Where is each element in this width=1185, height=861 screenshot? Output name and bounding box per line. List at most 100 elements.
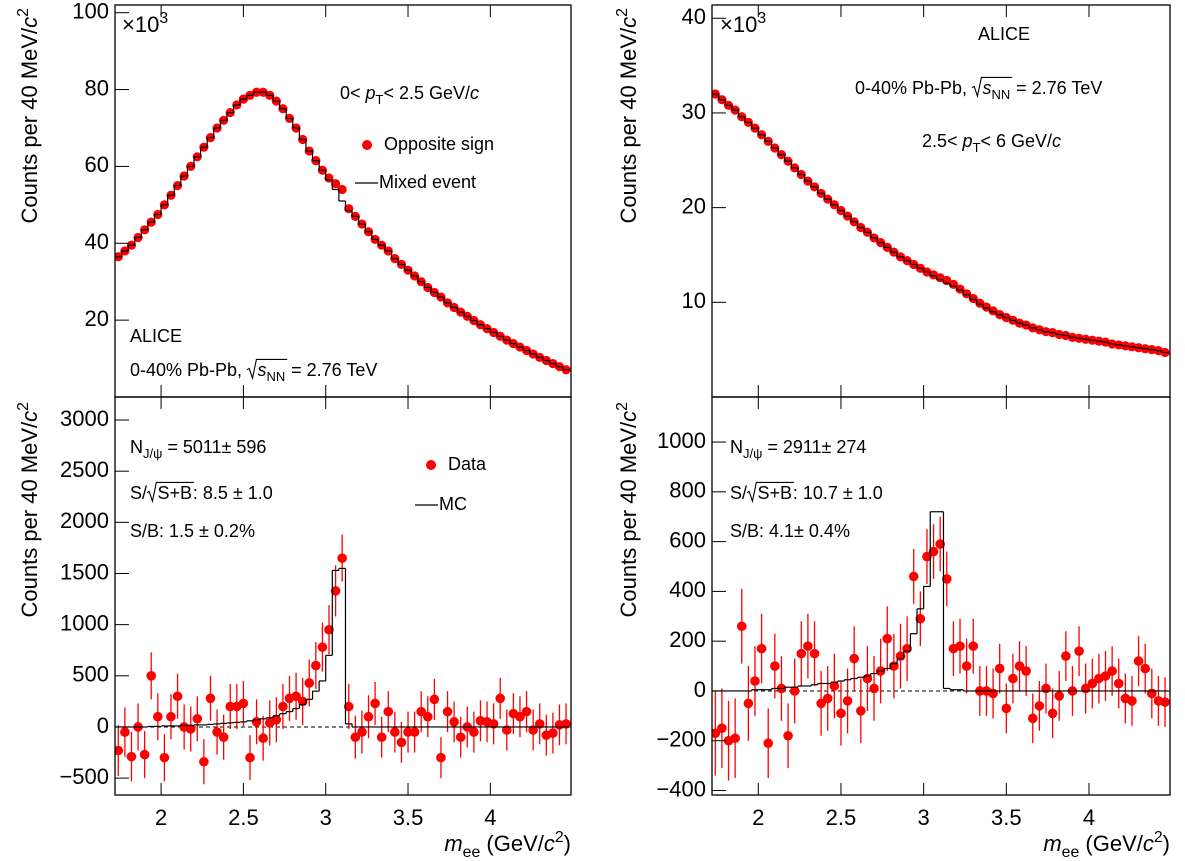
axis-multiplier: 3 [159, 10, 168, 27]
annotation: NN [267, 369, 286, 384]
data-point [139, 749, 150, 760]
x-tick-label: 3.5 [393, 805, 424, 830]
y-axis-title: c [616, 411, 641, 422]
axis-multiplier-group: ×10 3 [122, 10, 168, 37]
x-tick-label: 2 [752, 805, 764, 830]
y-axis-title: Counts per 40 MeV/ [616, 421, 641, 618]
plot-area [115, 534, 571, 785]
y-tick-label: 400 [669, 577, 706, 602]
data-point [501, 725, 512, 735]
data-point [849, 653, 859, 664]
x-axis-title: c [1143, 831, 1154, 856]
annotation: 0-40% Pb-Pb, [855, 78, 972, 98]
data-point [915, 613, 926, 624]
data-point [856, 706, 866, 716]
data-point [1140, 663, 1150, 674]
y-axis-title: Counts per 40 MeV/ [17, 421, 42, 618]
data-point [961, 661, 972, 671]
data-point [449, 717, 459, 727]
sqrt-sign [971, 76, 1013, 99]
annotation-group: S/S+B: 10.7 ± 1.0 [730, 481, 883, 504]
data-point [350, 732, 361, 742]
data-point [126, 751, 137, 762]
data-point [153, 711, 163, 722]
data-point [205, 693, 216, 704]
data-point [789, 686, 800, 696]
annotation: = 2.76 TeV [1011, 78, 1102, 98]
annotation: s [258, 360, 267, 380]
data-point [561, 719, 571, 729]
step-riser [147, 568, 353, 727]
data-point [515, 711, 525, 722]
data-point [218, 732, 229, 742]
data-point [455, 732, 466, 742]
data-point [383, 706, 394, 717]
plot-area [712, 89, 1170, 358]
annotation: N [730, 437, 743, 457]
x-axis-title: (GeV/ [480, 831, 544, 856]
data-point [363, 711, 374, 722]
data-point [928, 546, 939, 557]
data-point [1113, 678, 1124, 689]
annotation-group: S/B: 4.1± 0.4% [730, 521, 850, 541]
annotation: S/B: 4.1± 0.4% [730, 521, 850, 541]
sqrt-sign [146, 481, 194, 504]
annotation: c [470, 83, 479, 103]
data-point [442, 706, 453, 717]
data-point [1047, 708, 1058, 719]
y-axis-title: Counts per 40 MeV/ [616, 27, 641, 224]
data-point [337, 184, 347, 195]
x-axis-title: (GeV/ [1079, 831, 1143, 856]
legend-marker [426, 460, 436, 470]
annotation: : 10.7 ± 1.0 [793, 483, 883, 503]
annotation-group: S/S+B: 8.5 ± 1.0 [130, 481, 273, 504]
y-axis-title: c [616, 17, 641, 28]
data-point [770, 661, 780, 671]
sqrt-sign [746, 481, 794, 504]
data-point [376, 732, 387, 742]
data-point [199, 756, 209, 767]
y-tick-label: 200 [669, 627, 706, 652]
annotation-group: N J/ψ = 5011± 596 [130, 437, 266, 461]
y-tick-label: −200 [656, 727, 706, 752]
data-point [343, 701, 354, 712]
data-point [495, 693, 506, 704]
axis-multiplier: ×10 [720, 12, 757, 37]
data-point [1001, 703, 1012, 714]
legend-label: Data [448, 454, 487, 474]
plot-frame [711, 396, 1171, 796]
data-point [968, 293, 978, 304]
annotation: s [983, 78, 992, 98]
data-point [534, 719, 545, 729]
y-axis-title-group: Counts per 40 MeV/c2 [15, 402, 42, 617]
data-point [436, 752, 446, 763]
axis-multiplier: 3 [757, 10, 766, 27]
data-point [922, 551, 932, 562]
x-tick-label: 3 [918, 805, 930, 830]
data-point [908, 571, 919, 582]
data-point [548, 728, 558, 738]
data-point [357, 727, 367, 737]
x-tick-label: 2 [155, 805, 167, 830]
plot-area [115, 87, 571, 375]
y-axis-title: 2 [15, 402, 32, 411]
y-tick-label: 100 [72, 0, 109, 23]
data-point [416, 706, 426, 717]
data-point [955, 284, 965, 294]
data-point [330, 179, 341, 189]
data-point [955, 641, 965, 651]
axis-multiplier-group: ×10 3 [720, 10, 766, 37]
annotation: < 6 GeV/ [980, 131, 1052, 151]
data-point [192, 713, 203, 724]
data-point [717, 723, 727, 734]
y-axis-title: Counts per 40 MeV/ [17, 27, 42, 224]
data-point [1133, 656, 1144, 666]
legend-marker [362, 140, 372, 150]
y-axis-title: 2 [614, 402, 631, 411]
data-point [730, 733, 740, 744]
data-point [1107, 666, 1117, 676]
data-point [750, 676, 760, 686]
data-point [988, 688, 998, 699]
data-point [172, 691, 183, 702]
